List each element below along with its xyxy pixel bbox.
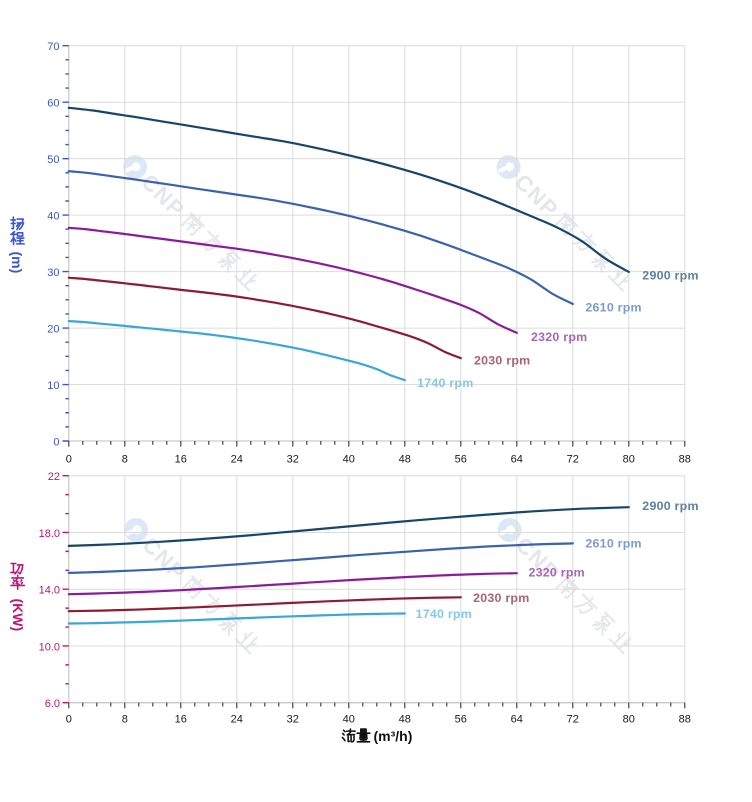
svg-text:10: 10 xyxy=(47,380,59,392)
svg-text:2030 rpm: 2030 rpm xyxy=(474,353,530,367)
svg-text:80: 80 xyxy=(623,454,635,466)
svg-text:16: 16 xyxy=(175,454,187,466)
svg-text:0: 0 xyxy=(66,714,72,726)
svg-text:0: 0 xyxy=(66,454,72,466)
svg-text:22: 22 xyxy=(48,471,60,483)
svg-text:1740 rpm: 1740 rpm xyxy=(417,376,473,390)
svg-text:72: 72 xyxy=(567,454,579,466)
svg-text:70: 70 xyxy=(47,41,59,53)
svg-text:24: 24 xyxy=(231,714,243,726)
svg-text:56: 56 xyxy=(455,454,467,466)
svg-text:18.0: 18.0 xyxy=(39,528,60,540)
svg-text:2320 rpm: 2320 rpm xyxy=(529,565,585,579)
svg-text:40: 40 xyxy=(343,454,355,466)
svg-text:32: 32 xyxy=(287,714,299,726)
svg-text:48: 48 xyxy=(399,714,411,726)
svg-text:2610 rpm: 2610 rpm xyxy=(585,537,641,551)
svg-text:50: 50 xyxy=(47,154,59,166)
svg-text:88: 88 xyxy=(679,454,691,466)
svg-text:16: 16 xyxy=(175,714,187,726)
svg-text:80: 80 xyxy=(623,714,635,726)
svg-text:40: 40 xyxy=(343,714,355,726)
svg-text:72: 72 xyxy=(567,714,579,726)
svg-text:2610 rpm: 2610 rpm xyxy=(585,300,641,314)
svg-text:32: 32 xyxy=(287,454,299,466)
svg-text:88: 88 xyxy=(679,714,691,726)
svg-text:64: 64 xyxy=(511,714,523,726)
svg-text:10.0: 10.0 xyxy=(39,641,60,653)
svg-text:8: 8 xyxy=(122,714,128,726)
svg-text:20: 20 xyxy=(47,324,59,336)
svg-text:14.0: 14.0 xyxy=(39,585,60,597)
svg-text:1740 rpm: 1740 rpm xyxy=(416,607,472,621)
svg-text:6.0: 6.0 xyxy=(45,698,60,710)
svg-text:0: 0 xyxy=(53,436,59,448)
svg-text:2030 rpm: 2030 rpm xyxy=(473,591,529,605)
svg-text:2900 rpm: 2900 rpm xyxy=(642,269,698,283)
svg-text:48: 48 xyxy=(399,454,411,466)
svg-text:56: 56 xyxy=(455,714,467,726)
svg-text:24: 24 xyxy=(231,454,243,466)
svg-text:64: 64 xyxy=(511,454,523,466)
svg-text:8: 8 xyxy=(122,454,128,466)
svg-text:2320 rpm: 2320 rpm xyxy=(531,330,587,344)
svg-text:2900 rpm: 2900 rpm xyxy=(642,499,698,513)
svg-text:(KW): (KW) xyxy=(10,599,26,632)
svg-text:30: 30 xyxy=(47,267,59,279)
svg-text:(m³/h): (m³/h) xyxy=(374,728,413,744)
svg-text:(m): (m) xyxy=(9,252,25,274)
svg-text:60: 60 xyxy=(47,98,59,110)
svg-text:40: 40 xyxy=(47,211,59,223)
